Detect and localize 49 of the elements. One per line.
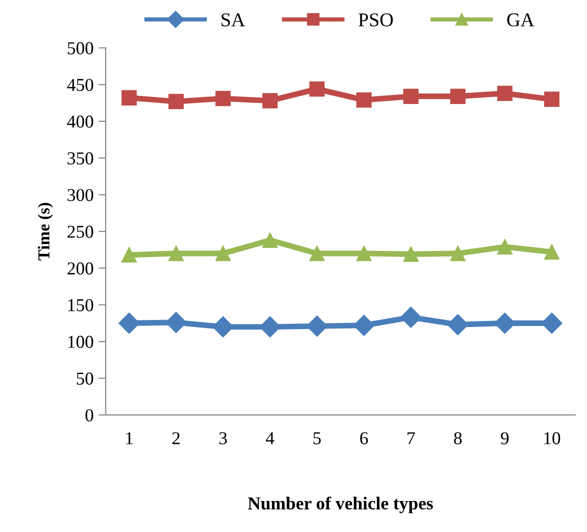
point [403, 246, 419, 262]
point [309, 81, 325, 97]
point [215, 246, 231, 262]
y-tick-label: 0 [86, 409, 94, 422]
point [447, 314, 468, 336]
point [403, 88, 419, 104]
y-tick-label: 300 [68, 188, 94, 202]
y-tick-label: 250 [68, 226, 94, 238]
point [262, 93, 278, 108]
x-tick-label: 6 [360, 432, 368, 444]
x-tick-label: 9 [500, 432, 509, 444]
point [168, 94, 184, 110]
y-tick-label: 400 [67, 116, 94, 128]
x-tick-label: 8 [454, 432, 462, 444]
y-tick-label: 350 [68, 152, 94, 164]
point [166, 312, 187, 333]
point [450, 246, 466, 262]
y-tick-label: 150 [68, 299, 94, 312]
legend-label: PSO [358, 13, 393, 26]
x-tick-label: 2 [172, 432, 180, 444]
y-axis-title: Time (s) [38, 202, 53, 260]
point [309, 246, 325, 262]
x-tick-label: 5 [314, 432, 321, 444]
point [122, 247, 137, 263]
point [544, 92, 560, 107]
x-tick-label: 3 [219, 432, 227, 444]
point [544, 244, 560, 260]
point [497, 86, 512, 102]
point [497, 239, 512, 254]
legend-label: SA [222, 13, 246, 26]
point [400, 306, 422, 328]
x-tick-label: 4 [266, 432, 274, 444]
x-tick-label: 7 [408, 432, 415, 444]
x-tick-label: 10 [544, 432, 560, 444]
x-tick-label: 1 [126, 432, 133, 444]
point [356, 92, 372, 108]
point [262, 232, 278, 248]
y-tick-label: 500 [68, 42, 94, 54]
legend-label: GA [507, 13, 534, 26]
y-tick-label: 200 [68, 262, 94, 275]
y-tick-label: 50 [76, 372, 94, 385]
point [122, 90, 137, 106]
point [356, 246, 372, 262]
x-axis-title: Number of vehicle types [248, 496, 433, 514]
point [450, 88, 466, 104]
y-tick-label: 100 [68, 336, 94, 348]
point [215, 90, 231, 106]
point [168, 246, 184, 262]
y-tick-label: 450 [67, 78, 94, 92]
